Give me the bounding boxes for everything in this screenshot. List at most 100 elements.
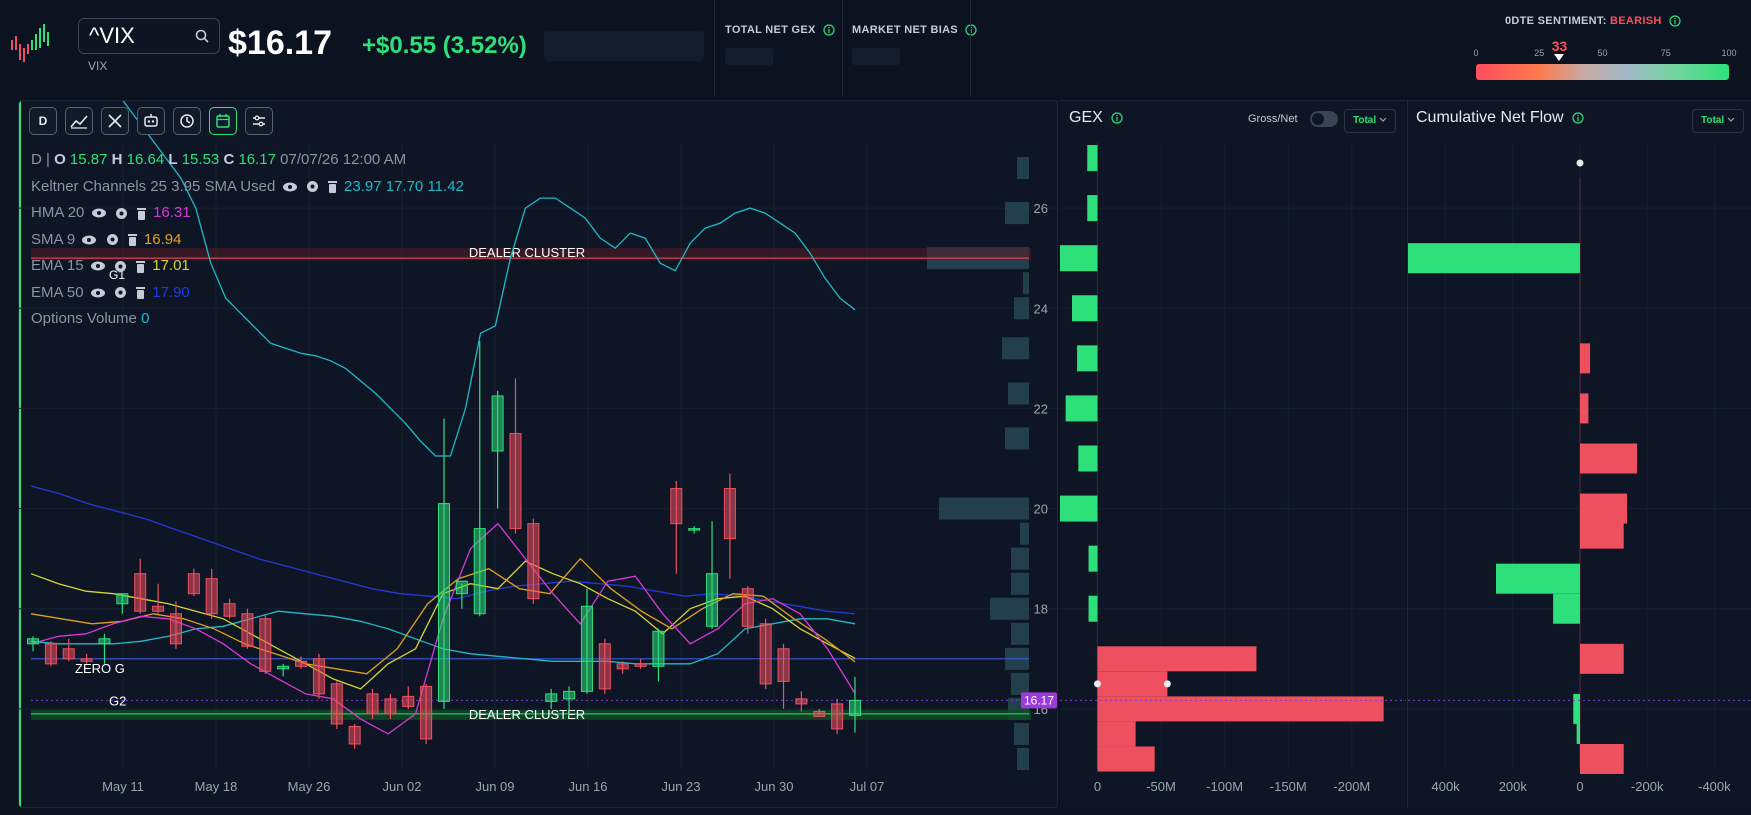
flow-bar: [1580, 743, 1624, 774]
flow-bar: [1496, 563, 1580, 594]
volume-profile-bar: [1005, 427, 1029, 450]
gear-icon[interactable]: [106, 233, 119, 246]
gear-icon[interactable]: [114, 260, 127, 273]
candle-body: [295, 660, 308, 667]
trash-icon[interactable]: [136, 207, 147, 220]
interval-button[interactable]: D: [29, 107, 57, 135]
info-icon[interactable]: [1111, 112, 1123, 124]
gex-bar: [1097, 721, 1136, 747]
symbol-input[interactable]: [89, 21, 199, 51]
replay-icon: [180, 114, 194, 128]
volume-profile-bar: [1020, 522, 1029, 545]
gamma-level-label: G2: [109, 693, 126, 708]
candle-body: [438, 503, 450, 702]
trash-icon[interactable]: [135, 260, 146, 273]
candle-body: [259, 618, 272, 672]
settings-sliders-button[interactable]: [245, 107, 273, 135]
candle-body: [402, 695, 415, 707]
candle-body: [849, 699, 861, 716]
gear-icon[interactable]: [114, 286, 127, 299]
price-chart[interactable]: May 11 May 18 May 26 Jun 02 Jun 09 Jun 16 Jun …: [19, 101, 1058, 808]
eye-icon[interactable]: [81, 234, 97, 246]
flow-bar: [1580, 393, 1589, 424]
flow-total-dropdown[interactable]: Total: [1692, 109, 1744, 133]
cumulative-net-flow-panel: 400k 200k 0 -200k -400k Cumulative Net Flow …: [1407, 100, 1751, 808]
chart-legend: D | O 15.87 H 16.64 L 15.53 C 16.17 07/0…: [31, 147, 464, 333]
replay-button[interactable]: [173, 107, 201, 135]
calendar-button[interactable]: [209, 107, 237, 135]
legend-hma: HMA 20 16.31: [31, 204, 191, 221]
sentiment-marker: [1554, 54, 1565, 61]
volume-profile-bar: [1017, 747, 1029, 770]
eye-icon[interactable]: [90, 260, 106, 272]
chart-toolbar: D: [29, 107, 273, 137]
candle-body: [169, 613, 182, 645]
candle-body: [116, 593, 129, 605]
x-tick-label: Jun 23: [661, 779, 700, 794]
info-icon[interactable]: [823, 24, 835, 36]
gex-bar: [1097, 671, 1168, 697]
net-flow-chart[interactable]: 400k 200k 0 -200k -400k: [1408, 101, 1751, 809]
candle-body: [205, 578, 218, 615]
symbol-search-box[interactable]: [78, 18, 220, 54]
candle-body: [420, 685, 433, 740]
total-net-gex-label: TOTAL NET GEX: [725, 24, 835, 36]
candle-body: [241, 613, 254, 647]
eye-icon[interactable]: [90, 287, 106, 299]
candle-body: [616, 663, 629, 670]
gex-bar: [1087, 145, 1098, 172]
dealer-cluster-label: DEALER CLUSTER: [469, 707, 585, 722]
indicators-button[interactable]: [137, 107, 165, 135]
x-tick-label: Jul 07: [850, 779, 885, 794]
candle-body: [455, 580, 468, 595]
price-chart-panel[interactable]: May 11 May 18 May 26 Jun 02 Jun 09 Jun 16 Jun …: [18, 100, 1058, 808]
info-icon[interactable]: [965, 24, 977, 36]
candle-body: [27, 638, 39, 645]
sentiment-tick: 0: [1473, 48, 1479, 58]
gear-icon[interactable]: [306, 180, 319, 193]
sentiment-value: BEARISH: [1610, 15, 1662, 27]
candle-body: [187, 573, 200, 595]
placeholder-pill: [544, 31, 704, 61]
candle-body: [223, 603, 236, 617]
drawing-tools-button[interactable]: [101, 107, 129, 135]
chevron-down-icon: [1727, 117, 1735, 122]
logo-icon: [11, 24, 49, 62]
candle-body: [563, 690, 576, 700]
chevron-down-icon: [1379, 117, 1387, 122]
x-tick-label: May 18: [195, 779, 238, 794]
gex-bar: [1065, 395, 1098, 422]
candle-body: [670, 488, 683, 525]
sentiment-tick: 50: [1597, 48, 1608, 58]
price-change: +$0.55 (3.52%): [362, 32, 527, 59]
candle-body: [62, 648, 75, 660]
gex-bar: [1097, 646, 1257, 672]
trash-icon[interactable]: [327, 180, 338, 194]
symbol-subtitle: VIX: [88, 59, 108, 73]
trash-icon[interactable]: [135, 286, 146, 300]
x-tick-label: Jun 09: [475, 779, 514, 794]
candle-body: [723, 488, 736, 540]
drawing-tools-icon: [108, 114, 122, 128]
eye-icon[interactable]: [282, 181, 298, 193]
x-tick-label: -50M: [1146, 779, 1176, 794]
volume-profile-bar: [1014, 297, 1029, 320]
gex-chart[interactable]: 0 -50M -100M -150M -200M: [1060, 101, 1406, 809]
flow-bar: [1580, 493, 1628, 524]
dealer-cluster-label: DEALER CLUSTER: [469, 245, 585, 260]
calendar-icon: [216, 114, 230, 128]
eye-icon[interactable]: [91, 207, 107, 219]
trash-icon[interactable]: [127, 233, 138, 247]
info-icon[interactable]: [1572, 112, 1584, 124]
gross-net-toggle[interactable]: [1310, 111, 1338, 127]
gear-icon[interactable]: [115, 207, 128, 220]
chart-type-button[interactable]: [65, 107, 93, 135]
x-tick-label: Jun 02: [382, 779, 421, 794]
header-bar: VIX $16.17 +$0.55 (3.52%) TOTAL NET GEX …: [0, 0, 1751, 96]
gex-total-dropdown[interactable]: Total: [1344, 109, 1396, 133]
info-icon[interactable]: [1669, 15, 1681, 27]
gex-bar: [1088, 595, 1098, 622]
candle-body: [98, 638, 111, 645]
search-icon[interactable]: [195, 29, 209, 43]
sentiment-score: 33: [1551, 38, 1568, 54]
